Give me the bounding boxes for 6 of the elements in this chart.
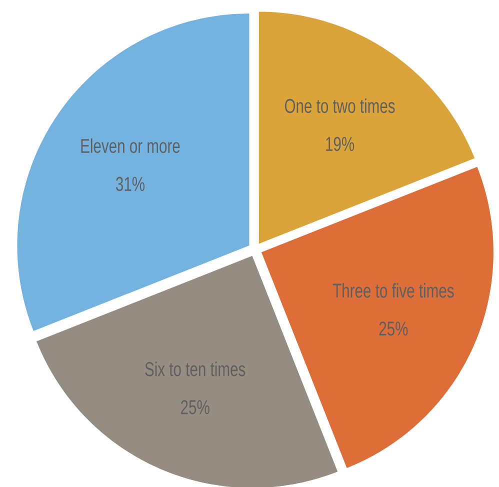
data-label: 25% bbox=[379, 322, 408, 336]
slice-label: Eleven or more bbox=[81, 138, 180, 154]
slice-label: Three to five times bbox=[332, 283, 454, 298]
data-label: 19% bbox=[326, 136, 354, 152]
slice-label: One to two times bbox=[284, 98, 395, 114]
data-label: 31% bbox=[116, 176, 145, 192]
